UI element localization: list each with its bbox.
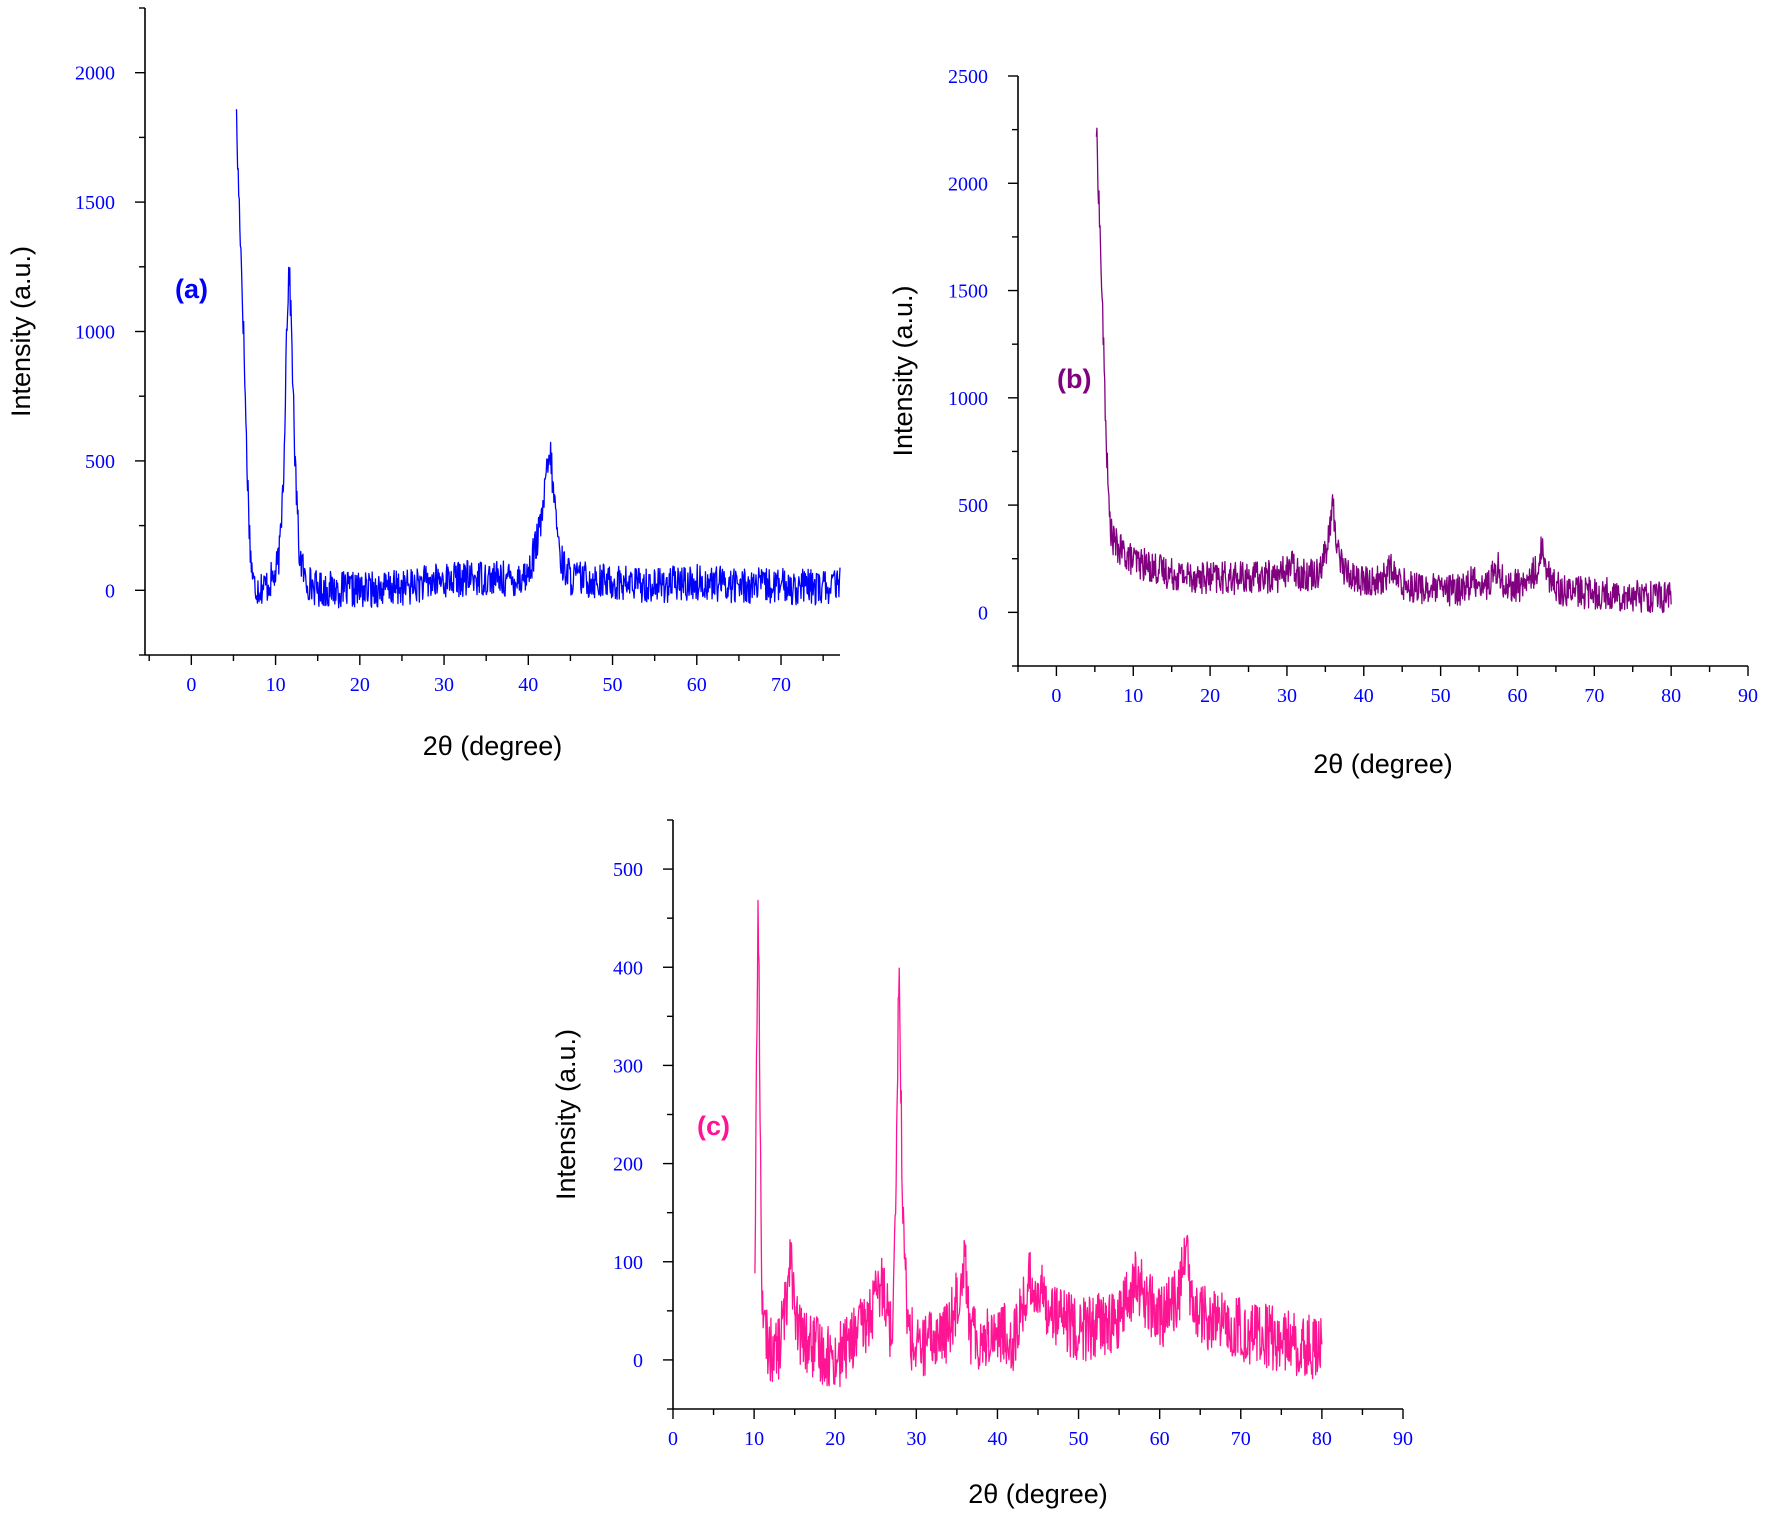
- x-tick-label-b: 50: [1431, 685, 1451, 707]
- y-tick-label-c: 500: [613, 859, 643, 881]
- x-tick-label-b: 90: [1738, 685, 1758, 707]
- x-tick-label-c: 50: [1069, 1428, 1089, 1450]
- x-tick-label-b: 20: [1200, 685, 1220, 707]
- x-tick-label-c: 10: [744, 1428, 764, 1450]
- y-tick-label-c: 200: [613, 1154, 643, 1176]
- y-axis-label-c: Intensity (a.u.): [551, 1029, 581, 1200]
- x-tick-label-c: 80: [1312, 1428, 1332, 1450]
- x-tick-label-c: 0: [668, 1428, 678, 1450]
- panel-label-b: (b): [1057, 364, 1091, 394]
- y-tick-label-b: 1500: [948, 281, 988, 303]
- x-axis-label-a: 2θ (degree): [423, 731, 563, 761]
- y-tick-label-b: 500: [958, 495, 988, 517]
- panel-label-a: (a): [175, 274, 208, 304]
- x-tick-label-c: 60: [1150, 1428, 1170, 1450]
- y-tick-label-a: 1500: [75, 192, 115, 214]
- x-tick-label-a: 10: [266, 674, 286, 696]
- y-tick-label-c: 100: [613, 1252, 643, 1274]
- y-tick-label-b: 0: [978, 602, 988, 624]
- x-axis-label-c: 2θ (degree): [968, 1479, 1108, 1509]
- panel-c: 0 10 20 30 40 50 60 70 80 90 0 100 200 300 400 500 2θ (d…: [551, 819, 1413, 1509]
- x-tick-label-b: 40: [1354, 685, 1374, 707]
- xrd-trace-b: [1095, 127, 1672, 614]
- y-tick-label-a: 0: [105, 580, 115, 602]
- x-tick-label-b: 0: [1051, 685, 1061, 707]
- x-axis-label-b: 2θ (degree): [1313, 749, 1453, 779]
- y-tick-label-a: 500: [85, 451, 115, 473]
- x-tick-label-b: 30: [1277, 685, 1297, 707]
- x-tick-label-c: 30: [906, 1428, 926, 1450]
- panel-a: 0 10 20 30 40 50 60 70 0 500 1000 1500 2000 2θ (degre…: [6, 7, 841, 761]
- y-tick-label-b: 2000: [948, 173, 988, 195]
- panel-b: 0 10 20 30 40 50 60 70 80 90 0 500 1000 1500 2000 2500 2…: [888, 66, 1758, 779]
- x-tick-label-a: 70: [771, 674, 791, 696]
- x-tick-label-a: 0: [186, 674, 196, 696]
- y-tick-label-c: 0: [633, 1350, 643, 1372]
- x-tick-label-a: 40: [518, 674, 538, 696]
- x-tick-label-c: 90: [1393, 1428, 1413, 1450]
- y-tick-label-c: 300: [613, 1055, 643, 1077]
- x-tick-label-c: 70: [1231, 1428, 1251, 1450]
- x-tick-label-a: 60: [687, 674, 707, 696]
- y-tick-label-c: 400: [613, 957, 643, 979]
- y-tick-label-a: 2000: [75, 63, 115, 85]
- y-tick-label-b: 1000: [948, 388, 988, 410]
- y-axis-label-a: Intensity (a.u.): [6, 246, 36, 417]
- x-tick-label-b: 80: [1661, 685, 1681, 707]
- panel-label-c: (c): [697, 1111, 730, 1141]
- y-tick-label-a: 1000: [75, 322, 115, 344]
- x-tick-label-b: 60: [1507, 685, 1527, 707]
- xrd-trace-c: [754, 899, 1323, 1388]
- xrd-trace-a: [235, 109, 841, 609]
- x-tick-label-b: 10: [1123, 685, 1143, 707]
- y-axis-label-b: Intensity (a.u.): [888, 285, 918, 456]
- x-tick-label-a: 20: [350, 674, 370, 696]
- x-tick-label-c: 20: [825, 1428, 845, 1450]
- x-tick-label-a: 30: [434, 674, 454, 696]
- x-tick-label-b: 70: [1584, 685, 1604, 707]
- y-tick-label-b: 2500: [948, 66, 988, 88]
- x-tick-label-c: 40: [987, 1428, 1007, 1450]
- x-tick-label-a: 50: [603, 674, 623, 696]
